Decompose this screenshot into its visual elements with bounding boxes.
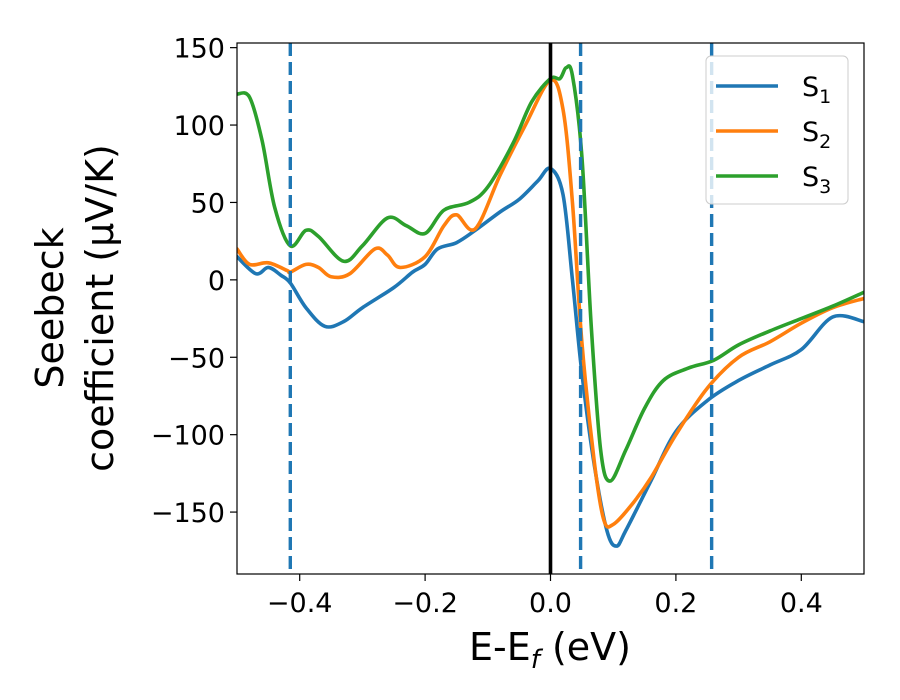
- legend-label-s1: S1: [802, 72, 831, 108]
- x-tick-label: 0.2: [654, 588, 697, 619]
- reference-lines: [288, 43, 714, 574]
- legend-label-s2: S2: [802, 117, 831, 153]
- legend-label-s3: S3: [802, 162, 831, 198]
- series-line-s2: [237, 78, 864, 529]
- y-tick-label: 50: [191, 188, 225, 219]
- y-tick-label: 150: [173, 34, 225, 65]
- x-axis-ticks: −0.4 −0.2 0.0 0.2 0.4: [267, 574, 823, 619]
- y-axis-title-line2: coefficient (μV/K): [78, 144, 122, 472]
- x-tick-label: 0.4: [780, 588, 823, 619]
- y-axis-ticks: −150 −100 −50 0 50 100 150: [151, 34, 237, 529]
- y-tick-label: −100: [151, 421, 225, 452]
- x-tick-label: −0.4: [267, 588, 333, 619]
- legend: S1 S2 S3: [705, 55, 849, 205]
- x-tick-label: −0.2: [392, 588, 458, 619]
- x-tick-label: 0.0: [529, 588, 572, 619]
- y-tick-label: 100: [173, 111, 225, 142]
- y-tick-label: −50: [168, 343, 225, 374]
- series-line-s3: [237, 64, 864, 483]
- series-layer: [237, 64, 864, 548]
- y-tick-label: −150: [151, 498, 225, 529]
- y-axis-title-line1: Seebeck: [28, 227, 72, 388]
- x-axis-title: E-Ef (eV): [469, 625, 631, 675]
- y-tick-label: 0: [208, 266, 225, 297]
